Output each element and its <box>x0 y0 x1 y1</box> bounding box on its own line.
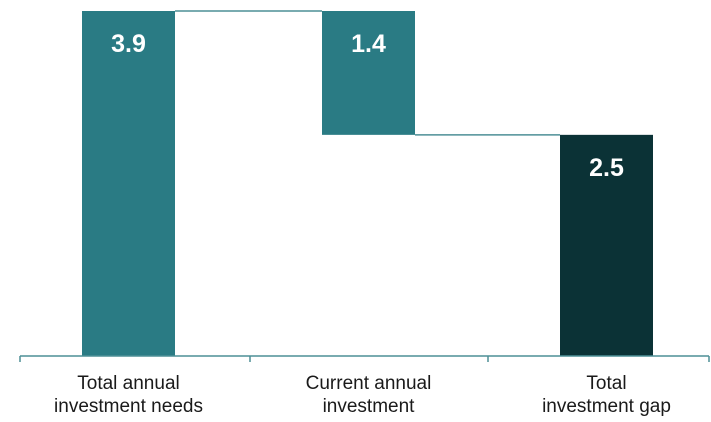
value-label-3: 2.5 <box>589 154 624 182</box>
bar-3 <box>560 134 653 356</box>
value-labels: 3.9 1.4 2.5 <box>111 30 624 182</box>
category-labels: Total annual investment needs Current annu… <box>54 373 671 417</box>
category-label-3: Total investment gap <box>542 373 671 417</box>
value-label-2: 1.4 <box>351 30 386 58</box>
bars <box>82 11 653 356</box>
bar-2 <box>322 11 415 135</box>
connector-lines <box>175 10 560 136</box>
category-label-1: Total annual investment needs <box>54 373 203 417</box>
value-label-1: 3.9 <box>111 30 146 58</box>
x-axis <box>19 355 710 362</box>
bar-1 <box>82 11 175 356</box>
category-label-2: Current annual investment <box>306 373 432 417</box>
